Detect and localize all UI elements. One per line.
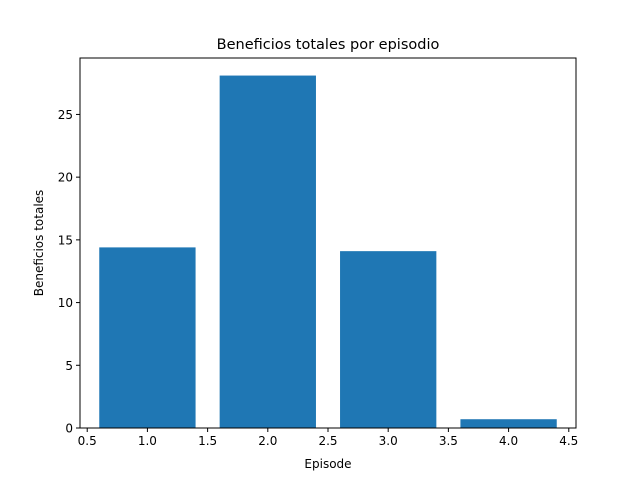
y-tick-label: 10 (58, 296, 73, 310)
x-tick-label: 3.0 (379, 434, 398, 448)
x-tick-label: 2.0 (258, 434, 277, 448)
bar-episode-4 (460, 419, 557, 428)
y-tick-label: 5 (65, 359, 73, 373)
y-axis-ticks: 0 5 10 15 20 25 (58, 108, 80, 436)
x-tick-label: 1.0 (138, 434, 157, 448)
x-tick-label: 2.5 (318, 434, 337, 448)
y-tick-label: 25 (58, 108, 73, 122)
x-tick-label: 0.5 (78, 434, 97, 448)
bars-layer (99, 75, 557, 428)
bar-episode-1 (99, 247, 196, 428)
bar-episode-3 (340, 251, 437, 428)
x-axis-ticks: 0.5 1.0 1.5 2.0 2.5 3.0 3.5 4.0 4.5 (78, 428, 578, 448)
x-tick-label: 1.5 (198, 434, 217, 448)
plot-frame (79, 57, 577, 429)
y-axis-label: Beneficios totales (32, 190, 46, 297)
y-tick-label: 15 (58, 233, 73, 247)
chart-title: Beneficios totales por episodio (217, 37, 440, 53)
bar-episode-2 (219, 75, 316, 428)
y-tick-label: 0 (65, 422, 73, 436)
x-tick-label: 4.0 (499, 434, 518, 448)
x-tick-label: 4.5 (559, 434, 578, 448)
x-tick-label: 3.5 (439, 434, 458, 448)
x-axis-label: Episode (304, 457, 351, 471)
y-tick-label: 20 (58, 171, 73, 185)
